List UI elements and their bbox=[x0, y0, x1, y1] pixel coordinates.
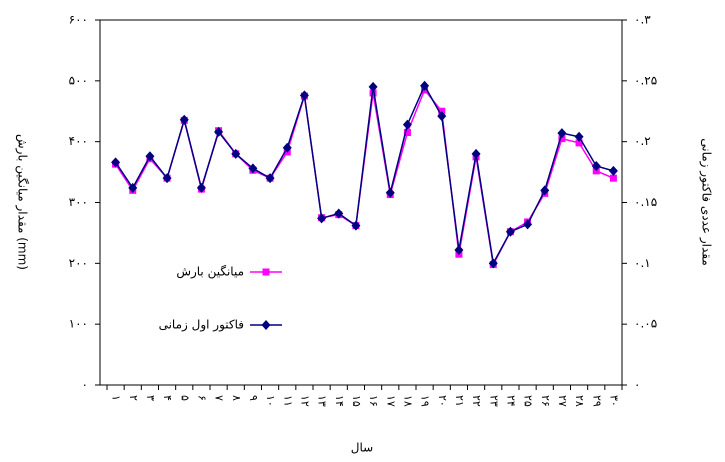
series-marker bbox=[403, 129, 411, 137]
series-marker bbox=[128, 182, 138, 193]
y-tick-label: ۰ bbox=[82, 378, 88, 392]
series-marker bbox=[317, 213, 327, 224]
series-marker bbox=[162, 173, 172, 184]
series-marker bbox=[265, 173, 275, 184]
series-marker bbox=[608, 165, 618, 176]
legend-marker bbox=[261, 320, 271, 330]
x-tick-label: ۷ bbox=[213, 395, 226, 401]
y2-tick-label: ۰.۱۵ bbox=[634, 195, 657, 209]
y-tick-label: ۵۰۰ bbox=[69, 73, 88, 87]
y-tick-label: ۶۰۰ bbox=[69, 13, 88, 27]
y2-tick-label: ۰.۱ bbox=[634, 256, 651, 270]
y2-tick-label: ۰ bbox=[634, 378, 640, 392]
x-tick-label: ۴ bbox=[161, 395, 174, 401]
series-marker bbox=[591, 161, 601, 171]
series-marker bbox=[540, 185, 550, 196]
x-tick-label: ۹ bbox=[247, 395, 260, 401]
x-tick-label: ۲۸ bbox=[573, 395, 586, 407]
legend-label: فاکتور اول زمانی bbox=[159, 318, 244, 333]
series-marker bbox=[385, 187, 395, 198]
series-marker bbox=[420, 80, 430, 91]
series-marker bbox=[111, 157, 121, 168]
x-tick-label: ۲۱ bbox=[453, 395, 466, 407]
series-marker bbox=[558, 135, 566, 143]
series-marker bbox=[231, 148, 241, 159]
y2-tick-label: ۰.۳ bbox=[634, 13, 651, 27]
x-tick-label: ۲ bbox=[127, 395, 140, 401]
x-tick-label: ۸ bbox=[230, 395, 243, 401]
series-marker bbox=[179, 114, 189, 125]
series-marker bbox=[299, 90, 309, 101]
x-tick-label: ۲۶ bbox=[539, 395, 552, 407]
x-tick-label: ۲۲ bbox=[470, 395, 483, 407]
series-marker bbox=[609, 174, 617, 182]
y2-axis-label: مقدار عددی فاکتور زمانی bbox=[699, 138, 714, 266]
series-marker bbox=[214, 126, 224, 137]
y2-tick-label: ۰.۲۵ bbox=[634, 73, 657, 87]
y-axis-label: مقدار میانگین بارش (mm) bbox=[15, 134, 30, 270]
y-tick-label: ۳۰۰ bbox=[69, 195, 88, 209]
x-tick-label: ۱۳ bbox=[316, 395, 329, 407]
x-tick-label: ۱۹ bbox=[419, 395, 432, 407]
y2-tick-label: ۰.۰۵ bbox=[634, 317, 657, 331]
x-tick-label: ۲۵ bbox=[522, 395, 535, 407]
legend-label: میانگین بارش bbox=[176, 265, 244, 280]
x-tick-label: ۱۸ bbox=[401, 395, 414, 407]
series-marker bbox=[505, 226, 515, 237]
x-tick-label: ۱۵ bbox=[350, 395, 363, 407]
series-marker bbox=[351, 220, 361, 231]
x-tick-label: ۱۷ bbox=[384, 395, 397, 407]
series-marker bbox=[471, 148, 481, 159]
x-tick-label: ۲۴ bbox=[504, 395, 517, 407]
legend-marker bbox=[262, 268, 270, 276]
x-tick-label: ۲۰ bbox=[436, 395, 449, 407]
x-tick-label: ۱۰ bbox=[264, 395, 277, 407]
series-marker bbox=[488, 258, 498, 269]
x-axis-label: سال bbox=[351, 441, 373, 455]
x-tick-label: ۵ bbox=[178, 395, 191, 401]
series-marker bbox=[437, 111, 447, 122]
series-marker bbox=[574, 131, 584, 142]
series-marker bbox=[248, 163, 258, 174]
y2-tick-label: ۰.۲ bbox=[634, 134, 651, 148]
x-tick-label: ۳ bbox=[144, 395, 157, 401]
x-tick-label: ۳۰ bbox=[607, 395, 620, 407]
x-tick-label: ۱۱ bbox=[281, 395, 294, 407]
series-marker bbox=[454, 244, 464, 255]
x-tick-label: ۶ bbox=[195, 395, 208, 401]
y-tick-label: ۴۰۰ bbox=[69, 134, 88, 148]
x-tick-label: ۱ bbox=[110, 395, 123, 401]
series-marker bbox=[368, 81, 378, 92]
series-marker bbox=[575, 139, 583, 147]
series-marker bbox=[145, 151, 155, 162]
y-tick-label: ۱۰۰ bbox=[69, 317, 88, 331]
x-tick-label: ۱۶ bbox=[367, 395, 380, 407]
series-marker bbox=[282, 142, 292, 153]
series-marker bbox=[557, 128, 567, 139]
x-tick-label: ۲۹ bbox=[590, 395, 603, 407]
series-line bbox=[114, 84, 614, 266]
x-tick-label: ۲۳ bbox=[487, 395, 500, 407]
series-marker bbox=[523, 219, 533, 230]
series-marker bbox=[334, 208, 344, 219]
x-tick-label: ۱۲ bbox=[298, 395, 311, 407]
series-marker bbox=[402, 119, 412, 130]
x-tick-label: ۲۷ bbox=[556, 395, 569, 407]
series-marker bbox=[196, 182, 206, 193]
x-tick-label: ۱۴ bbox=[333, 395, 346, 407]
y-tick-label: ۲۰۰ bbox=[69, 256, 88, 270]
series-line bbox=[114, 88, 614, 267]
